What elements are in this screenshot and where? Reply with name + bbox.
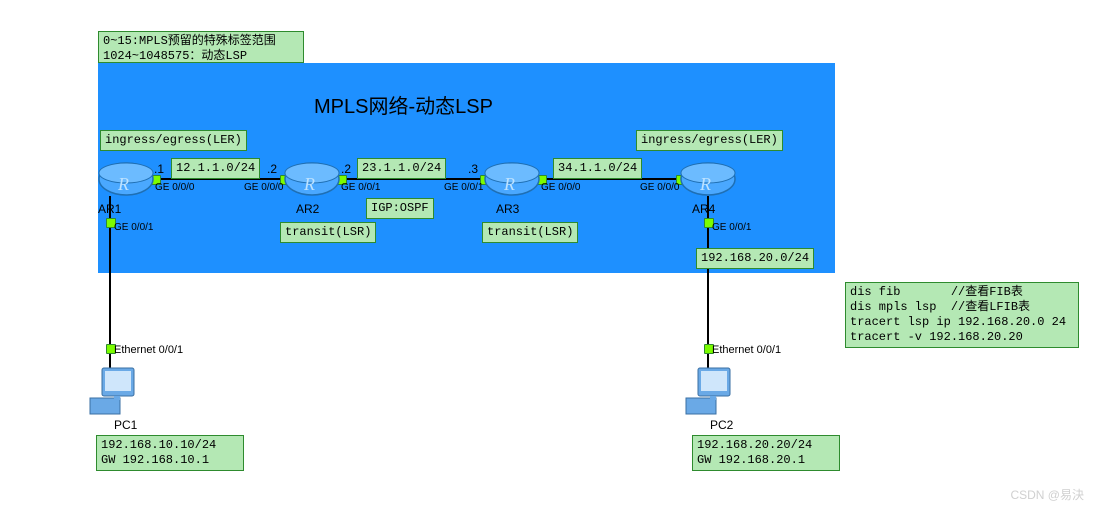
pc2 bbox=[680, 366, 736, 414]
ip-suffix: .3 bbox=[468, 162, 478, 176]
svg-text:R: R bbox=[503, 174, 515, 194]
command-hints: dis fib //查看FIB表 dis mpls lsp //查看LFIB表 … bbox=[845, 282, 1079, 348]
note-mpls-label-ranges: 0~15:MPLS预留的特殊标签范围 1024~1048575：动态LSP bbox=[98, 31, 304, 63]
label-ar4: AR4 bbox=[692, 202, 715, 216]
role-lsr-ar3: transit(LSR) bbox=[482, 222, 578, 243]
ip-suffix: .2 bbox=[341, 162, 351, 176]
pc1-ip: 192.168.10.10/24 bbox=[101, 438, 216, 452]
router-ar1: R bbox=[98, 162, 154, 196]
diagram-canvas: { "colors":{ "mpls_bg":"#1e90ff", "green… bbox=[0, 0, 1094, 509]
role-ler-left: ingress/egress(LER) bbox=[100, 130, 247, 151]
iface-ge000: GE 0/0/0 bbox=[541, 182, 580, 193]
iface-ge001: GE 0/0/1 bbox=[341, 182, 380, 193]
ip-suffix: .2 bbox=[267, 162, 277, 176]
role-lsr-ar2: transit(LSR) bbox=[280, 222, 376, 243]
pc2-ip: 192.168.20.20/24 bbox=[697, 438, 812, 452]
subnet-12: 12.1.1.0/24 bbox=[171, 158, 260, 179]
pc2-info: 192.168.20.20/24 GW 192.168.20.1 bbox=[692, 435, 840, 471]
pc-icon bbox=[84, 366, 140, 418]
note-line2: 1024~1048575：动态LSP bbox=[103, 49, 247, 63]
iface-eth001: Ethernet 0/0/1 bbox=[712, 344, 781, 356]
iface-ge000: GE 0/0/0 bbox=[155, 182, 194, 193]
router-ar4: R bbox=[680, 162, 736, 196]
svg-text:R: R bbox=[699, 174, 711, 194]
cmd-line: dis fib //查看FIB表 bbox=[850, 285, 1023, 299]
watermark: CSDN @易決 bbox=[1010, 486, 1084, 503]
svg-text:R: R bbox=[117, 174, 129, 194]
svg-text:R: R bbox=[303, 174, 315, 194]
router-ar2: R bbox=[284, 162, 340, 196]
subnet-34: 34.1.1.0/24 bbox=[553, 158, 642, 179]
pc-icon bbox=[680, 366, 736, 418]
iface-eth001: Ethernet 0/0/1 bbox=[114, 344, 183, 356]
igp-ospf: IGP:OSPF bbox=[366, 198, 434, 219]
subnet-192-168-20: 192.168.20.0/24 bbox=[696, 248, 814, 269]
cmd-line: dis mpls lsp //查看LFIB表 bbox=[850, 300, 1030, 314]
cmd-line: tracert lsp ip 192.168.20.0 24 bbox=[850, 315, 1066, 329]
router-icon: R bbox=[484, 162, 540, 196]
iface-ge000: GE 0/0/0 bbox=[640, 182, 679, 193]
pc1-gw: GW 192.168.10.1 bbox=[101, 453, 209, 467]
router-icon: R bbox=[98, 162, 154, 196]
router-ar3: R bbox=[484, 162, 540, 196]
pc1-info: 192.168.10.10/24 GW 192.168.10.1 bbox=[96, 435, 244, 471]
diagram-title: MPLS网络-动态LSP bbox=[314, 90, 493, 119]
router-icon: R bbox=[284, 162, 340, 196]
note-line1: 0~15:MPLS预留的特殊标签范围 bbox=[103, 34, 276, 48]
ip-suffix: .1 bbox=[154, 162, 164, 176]
subnet-23: 23.1.1.0/24 bbox=[357, 158, 446, 179]
pc1 bbox=[84, 366, 140, 414]
label-ar3: AR3 bbox=[496, 202, 519, 216]
iface-ge001: GE 0/0/1 bbox=[444, 182, 483, 193]
label-pc1: PC1 bbox=[114, 418, 137, 432]
iface-ge000: GE 0/0/0 bbox=[244, 182, 283, 193]
label-pc2: PC2 bbox=[710, 418, 733, 432]
label-ar2: AR2 bbox=[296, 202, 319, 216]
pc2-gw: GW 192.168.20.1 bbox=[697, 453, 805, 467]
router-icon: R bbox=[680, 162, 736, 196]
iface-ge001: GE 0/0/1 bbox=[114, 222, 153, 233]
cmd-line: tracert -v 192.168.20.20 bbox=[850, 330, 1023, 344]
label-ar1: AR1 bbox=[98, 202, 121, 216]
iface-ge001: GE 0/0/1 bbox=[712, 222, 751, 233]
role-ler-right: ingress/egress(LER) bbox=[636, 130, 783, 151]
